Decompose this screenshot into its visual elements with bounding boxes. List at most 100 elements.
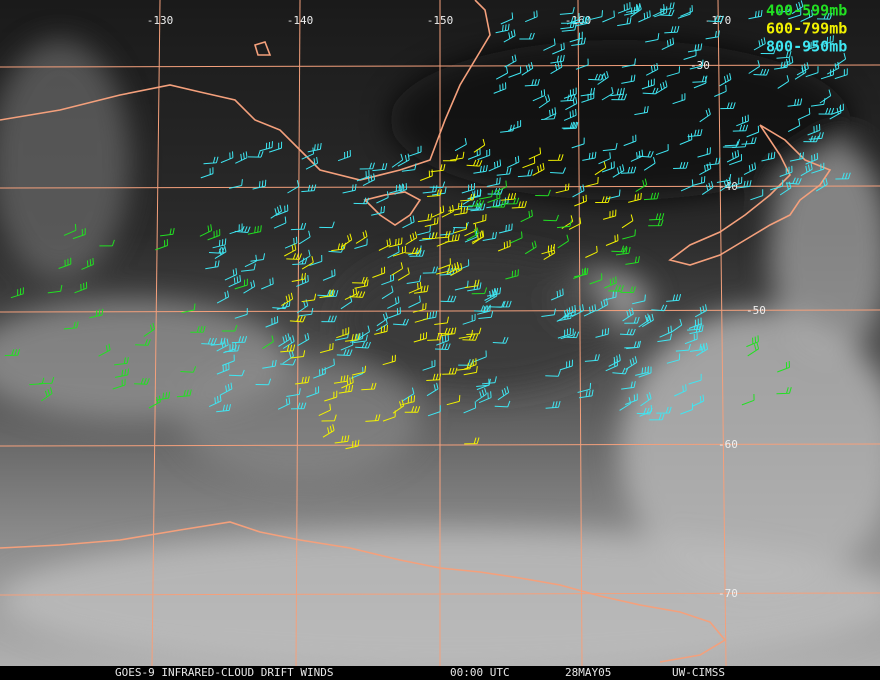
wind-barb — [491, 200, 507, 208]
wind-barb — [231, 336, 248, 344]
coastline — [0, 521, 727, 663]
wind-barb — [608, 285, 624, 292]
wind-barb — [746, 335, 759, 348]
wind-barb — [234, 226, 251, 233]
wind-barb — [473, 138, 486, 153]
wind-barb — [658, 9, 675, 17]
wind-barb — [381, 273, 395, 286]
wind-barb — [815, 177, 828, 192]
wind-barb — [501, 192, 517, 201]
wind-barb — [691, 394, 705, 407]
wind-barb — [353, 334, 368, 344]
latitude-label: -30 — [690, 59, 710, 72]
wind-barb — [555, 183, 570, 194]
wind-barb — [466, 227, 479, 241]
wind-barb — [684, 332, 698, 345]
wind-barb — [114, 357, 129, 366]
wind-barb — [278, 333, 290, 347]
wind-barb — [577, 382, 592, 393]
wind-barb — [548, 154, 564, 161]
wind-barb — [301, 293, 317, 303]
wind-barb — [247, 225, 262, 235]
wind-barb — [135, 339, 151, 346]
wind-barb — [397, 267, 410, 281]
wind-barb — [559, 6, 575, 15]
wind-barb — [341, 376, 354, 389]
wind-barb — [492, 336, 509, 344]
wind-barb — [736, 180, 752, 189]
wind-barb — [497, 239, 511, 252]
meridian — [577, 0, 583, 667]
wind-barb — [376, 312, 389, 327]
coastline — [254, 41, 272, 56]
wind-barb — [99, 239, 115, 247]
wind-barb — [694, 304, 708, 318]
wind-barb — [426, 382, 439, 397]
wind-barb — [617, 2, 631, 14]
wind-barb — [517, 169, 533, 178]
wind-barb — [800, 9, 813, 22]
wind-barb — [621, 74, 636, 84]
wind-barb — [571, 37, 586, 46]
wind-barb — [655, 144, 669, 156]
parallel — [0, 309, 880, 313]
wind-barb — [290, 350, 306, 359]
wind-barb — [732, 124, 749, 132]
meridian — [717, 0, 727, 667]
wind-barb — [598, 152, 611, 165]
wind-barb — [426, 373, 442, 381]
wind-barb — [508, 66, 522, 78]
wind-barb — [98, 343, 111, 357]
wind-barb — [750, 189, 764, 201]
wind-barb — [589, 10, 603, 21]
wind-barb — [482, 376, 497, 385]
wind-barb — [281, 292, 294, 307]
wind-barb — [462, 334, 479, 341]
wind-barb — [334, 435, 350, 444]
wind-barb — [736, 114, 749, 127]
wind-barb — [422, 232, 438, 240]
wind-barb — [610, 87, 625, 97]
wind-barb — [760, 47, 777, 55]
wind-barb — [708, 15, 724, 23]
wind-barb — [262, 335, 274, 350]
wind-barb — [643, 156, 656, 171]
wind-barb — [298, 230, 311, 245]
wind-barb — [804, 40, 818, 51]
wind-barb — [565, 97, 578, 111]
wind-barb — [207, 229, 221, 241]
wind-barb — [638, 10, 651, 23]
longitude-label: -150 — [427, 14, 454, 27]
wind-barb — [625, 256, 640, 265]
wind-barb — [439, 267, 455, 276]
wind-barb — [543, 214, 559, 222]
wind-barb — [143, 322, 156, 337]
wind-barb — [787, 119, 801, 133]
wind-barb — [585, 245, 598, 258]
wind-barb — [155, 239, 168, 251]
wind-barb — [450, 151, 465, 161]
wind-barb — [422, 266, 438, 274]
wind-barb — [436, 264, 450, 275]
wind-barb — [776, 5, 792, 13]
wind-barb — [556, 308, 569, 322]
wind-barb — [585, 176, 599, 187]
wind-barb — [552, 42, 565, 55]
wind-barb — [831, 103, 844, 115]
wind-barb — [584, 354, 600, 362]
wind-barb — [463, 358, 477, 370]
wind-barb — [63, 223, 77, 236]
wind-barb — [331, 242, 346, 252]
wind-barb — [628, 192, 642, 203]
wind-barb — [441, 327, 457, 336]
wind-barb — [472, 230, 484, 245]
wind-barb — [432, 187, 447, 196]
wind-barb — [478, 310, 494, 319]
wind-barb — [594, 161, 607, 176]
wind-barb — [520, 209, 533, 223]
wind-barb — [361, 382, 377, 391]
wind-barb — [532, 162, 545, 176]
wind-barb — [486, 287, 502, 297]
wind-barb — [637, 150, 654, 158]
wind-barb — [556, 220, 572, 229]
